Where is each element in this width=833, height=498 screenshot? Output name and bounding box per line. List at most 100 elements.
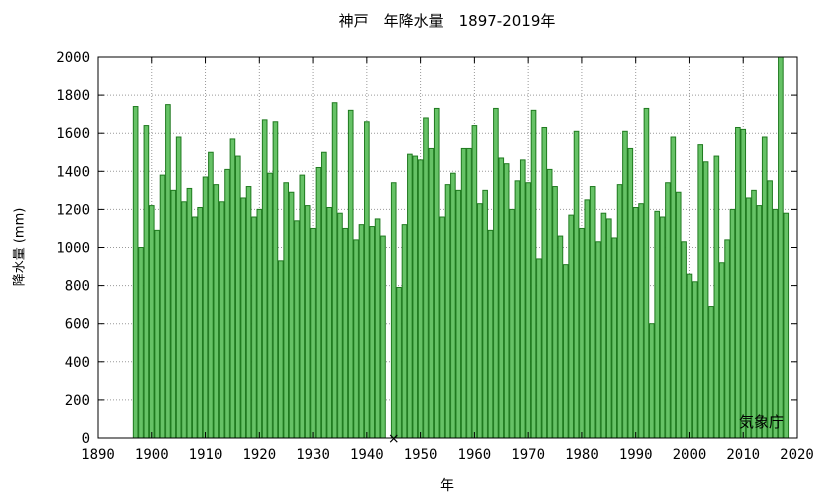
bar-1899 xyxy=(143,125,150,439)
bar-1901 xyxy=(154,229,160,439)
bar-1908 xyxy=(191,216,198,439)
bar-2017 xyxy=(778,56,784,439)
bar-1995 xyxy=(659,216,666,439)
bar-1932 xyxy=(321,151,327,439)
bar-1984 xyxy=(600,212,607,439)
bar-1960 xyxy=(471,125,478,439)
bar-2018 xyxy=(783,212,790,439)
bar-1941 xyxy=(369,226,376,439)
bar-1980 xyxy=(579,227,585,439)
bar-1983 xyxy=(595,241,601,439)
bar-1922 xyxy=(267,172,273,439)
bar-1992 xyxy=(643,107,650,439)
bar-1933 xyxy=(326,206,333,439)
y-tick-label: 1600 xyxy=(56,126,90,142)
bar-1942 xyxy=(374,218,381,439)
bar-1900 xyxy=(148,205,155,439)
chart-title: 神戸 年降水量 1897-2019年 xyxy=(339,12,556,30)
bar-1986 xyxy=(611,237,617,439)
bar-1998 xyxy=(675,191,682,439)
bar-1914 xyxy=(224,168,230,439)
bar-1994 xyxy=(654,210,661,439)
bar-1997 xyxy=(670,136,677,439)
x-tick-label: 2000 xyxy=(673,447,707,463)
bar-1917 xyxy=(240,197,246,439)
y-tick-label: 800 xyxy=(65,279,90,295)
bar-1977 xyxy=(562,264,569,439)
bar-2001 xyxy=(692,281,698,439)
bar-1934 xyxy=(331,102,338,439)
bar-2004 xyxy=(708,306,714,439)
bar-1967 xyxy=(509,208,515,439)
bar-1930 xyxy=(310,227,316,439)
bar-1909 xyxy=(197,206,203,439)
bar-2007 xyxy=(724,239,730,439)
bar-1979 xyxy=(573,130,580,439)
bar-1928 xyxy=(299,174,306,439)
y-tick-label: 200 xyxy=(65,393,90,409)
bar-1981 xyxy=(584,199,591,439)
y-tick-label: 1000 xyxy=(56,241,90,257)
axis-ticks: 1890 1900 1910 1920 1930 1940 1950 1960 1970 1980… xyxy=(56,50,814,463)
x-axis-label: 年 xyxy=(440,478,454,494)
bar-1963 xyxy=(487,229,494,439)
bar-1952 xyxy=(428,147,435,439)
x-tick-label: 1950 xyxy=(404,447,438,463)
x-tick-label: 1970 xyxy=(511,447,545,463)
y-tick-label: 1800 xyxy=(56,88,90,104)
bar-1929 xyxy=(304,205,311,439)
missing-data-marker: × xyxy=(388,431,400,447)
bar-1978 xyxy=(568,214,574,439)
y-tick-label: 1400 xyxy=(56,164,90,180)
bar-1918 xyxy=(245,186,252,439)
bar-1926 xyxy=(288,191,295,439)
bar-2014 xyxy=(761,136,768,439)
bar-1973 xyxy=(541,126,548,439)
bar-1907 xyxy=(186,187,193,439)
bar-1970 xyxy=(525,182,531,439)
bar-2005 xyxy=(713,155,720,439)
x-tick-label: 1940 xyxy=(350,447,384,463)
bar-1999 xyxy=(681,241,687,439)
bar-1958 xyxy=(460,147,467,439)
bar-1921 xyxy=(261,119,268,439)
bar-1957 xyxy=(455,189,462,439)
bar-1956 xyxy=(450,172,456,439)
bar-1975 xyxy=(552,186,558,439)
bar-1898 xyxy=(138,247,144,439)
bar-2003 xyxy=(702,161,709,439)
bar-1948 xyxy=(407,153,413,439)
bar-1927 xyxy=(294,220,300,439)
bar-1939 xyxy=(358,224,365,439)
bar-1976 xyxy=(557,235,564,439)
bar-1925 xyxy=(283,182,290,439)
bar-2013 xyxy=(756,205,763,439)
bar-1897 xyxy=(132,106,139,439)
y-tick-label: 400 xyxy=(65,355,90,371)
x-tick-label: 1890 xyxy=(81,447,115,463)
bar-1962 xyxy=(482,189,488,439)
x-tick-label: 1960 xyxy=(458,447,492,463)
bar-1989 xyxy=(627,147,634,439)
bar-1920 xyxy=(256,208,263,439)
bar-1931 xyxy=(315,166,322,439)
bar-2008 xyxy=(729,208,736,439)
bar-1905 xyxy=(175,136,182,439)
bar-1982 xyxy=(589,186,596,439)
bar-2015 xyxy=(767,180,773,439)
x-tick-label: 1990 xyxy=(619,447,653,463)
bar-1935 xyxy=(337,212,343,439)
bar-1965 xyxy=(498,157,505,439)
bar-2009 xyxy=(735,126,741,439)
bar-2000 xyxy=(686,273,693,439)
bar-2010 xyxy=(740,128,747,439)
bar-1924 xyxy=(278,260,284,439)
bar-2012 xyxy=(751,189,757,439)
y-tick-label: 2000 xyxy=(56,50,90,66)
bar-2006 xyxy=(718,262,725,439)
bar-1959 xyxy=(466,147,472,439)
bars xyxy=(132,56,790,439)
bar-1919 xyxy=(251,216,257,439)
bar-1915 xyxy=(229,138,236,439)
bar-1991 xyxy=(638,203,644,439)
